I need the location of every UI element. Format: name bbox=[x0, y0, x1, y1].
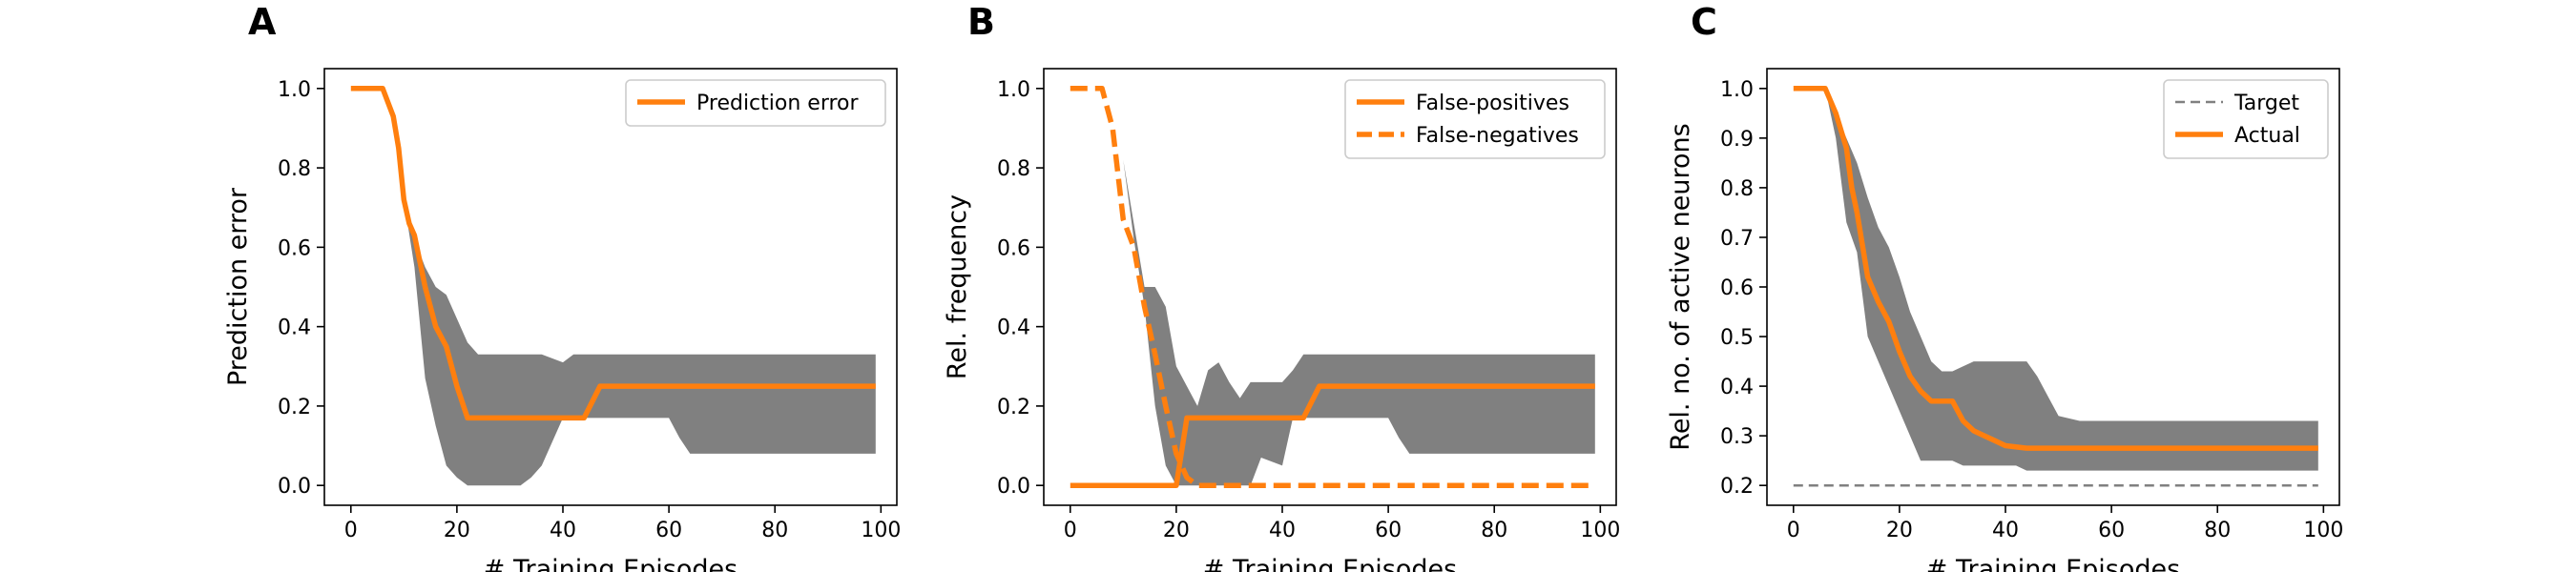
legend-box bbox=[1344, 79, 1606, 159]
chart-panel-c: 0 20 40 60 80 100 0.2 0.3 0.4 0.5 0.6 0.7 0.8 0.9 1.0 #… bbox=[1666, 1, 2343, 572]
y-tick-label: 0.6 bbox=[1720, 276, 1754, 300]
legend-label: False-negatives bbox=[1416, 124, 1579, 148]
y-axis-label: Prediction error bbox=[223, 187, 253, 386]
axes-frame bbox=[323, 68, 898, 506]
y-tick-label: 0.9 bbox=[1720, 128, 1754, 152]
x-tick-label: 20 bbox=[444, 519, 470, 542]
axes-frame bbox=[1043, 68, 1617, 506]
y-tick-label: 0.6 bbox=[278, 236, 311, 260]
x-tick-label: 100 bbox=[2303, 519, 2343, 542]
y-tick-label: 0.0 bbox=[997, 475, 1030, 499]
panel-letter: B bbox=[967, 1, 995, 43]
y-tick-label: 0.4 bbox=[1720, 376, 1754, 399]
y-tick-label: 0.2 bbox=[997, 396, 1030, 419]
y-tick-label: 0.2 bbox=[1720, 475, 1754, 499]
y-tick-label: 1.0 bbox=[278, 78, 311, 102]
series-line-1 bbox=[1070, 383, 1595, 488]
x-tick-label: 80 bbox=[2204, 519, 2231, 542]
legend-label: Actual bbox=[2234, 124, 2300, 148]
x-tick-label: 0 bbox=[344, 519, 358, 542]
y-tick-label: 0.8 bbox=[1720, 177, 1754, 201]
legend-box bbox=[625, 79, 886, 127]
x-tick-label: 0 bbox=[1787, 519, 1800, 542]
chart-panel-b: 0 20 40 60 80 100 0.0 0.2 0.4 0.6 0.8 1.0 # Training… bbox=[943, 1, 1620, 572]
y-tick-label: 0.4 bbox=[997, 317, 1030, 340]
y-tick-label: 1.0 bbox=[997, 78, 1030, 102]
x-tick-label: 40 bbox=[1992, 519, 2019, 542]
chart-panel-a: 0 20 40 60 80 100 0.0 0.2 0.4 0.6 0.8 1.0 # Training… bbox=[223, 1, 901, 572]
x-tick-label: 100 bbox=[1580, 519, 1620, 542]
y-tick-label: 0.8 bbox=[278, 157, 311, 181]
x-tick-label: 80 bbox=[761, 519, 788, 542]
x-tick-label: 80 bbox=[1481, 519, 1507, 542]
legend: Target Actual bbox=[2163, 79, 2329, 159]
legend-box bbox=[2163, 79, 2329, 159]
series-line-2 bbox=[1070, 86, 1595, 488]
legend: False-positives False-negatives bbox=[1344, 79, 1606, 159]
panel-letter: C bbox=[1691, 1, 1717, 43]
y-tick-label: 1.0 bbox=[1720, 78, 1754, 102]
y-tick-label: 0.8 bbox=[997, 157, 1030, 181]
x-axis-label: # Training Episodes bbox=[484, 555, 737, 572]
x-axis-label: # Training Episodes bbox=[1926, 555, 2180, 572]
y-tick-label: 0.7 bbox=[1720, 227, 1754, 251]
y-axis-label: Rel. frequency bbox=[943, 194, 972, 379]
x-axis-label: # Training Episodes bbox=[1203, 555, 1457, 572]
x-tick-label: 60 bbox=[655, 519, 682, 542]
panel-letter: A bbox=[248, 1, 277, 43]
x-tick-label: 0 bbox=[1064, 519, 1077, 542]
x-tick-label: 60 bbox=[1375, 519, 1402, 542]
x-tick-label: 40 bbox=[1269, 519, 1296, 542]
x-tick-label: 20 bbox=[1163, 519, 1190, 542]
x-tick-label: 40 bbox=[550, 519, 576, 542]
y-tick-label: 0.2 bbox=[278, 396, 311, 419]
legend-label: Prediction error bbox=[696, 92, 859, 115]
confidence-band bbox=[1793, 88, 2318, 471]
y-tick-label: 0.0 bbox=[278, 475, 311, 499]
legend-label: False-positives bbox=[1416, 92, 1569, 115]
y-tick-label: 0.6 bbox=[997, 236, 1030, 260]
x-tick-label: 60 bbox=[2098, 519, 2125, 542]
y-tick-label: 0.4 bbox=[278, 317, 311, 340]
y-tick-label: 0.3 bbox=[1720, 425, 1754, 449]
y-tick-label: 0.5 bbox=[1720, 326, 1754, 350]
series-line-1 bbox=[350, 86, 876, 421]
y-axis-label: Rel. no. of active neurons bbox=[1666, 123, 1695, 450]
x-tick-label: 20 bbox=[1886, 519, 1913, 542]
legend: Prediction error bbox=[625, 79, 886, 127]
x-tick-label: 100 bbox=[861, 519, 901, 542]
series-line-2 bbox=[1793, 86, 2318, 451]
legend-label: Target bbox=[2233, 92, 2299, 115]
